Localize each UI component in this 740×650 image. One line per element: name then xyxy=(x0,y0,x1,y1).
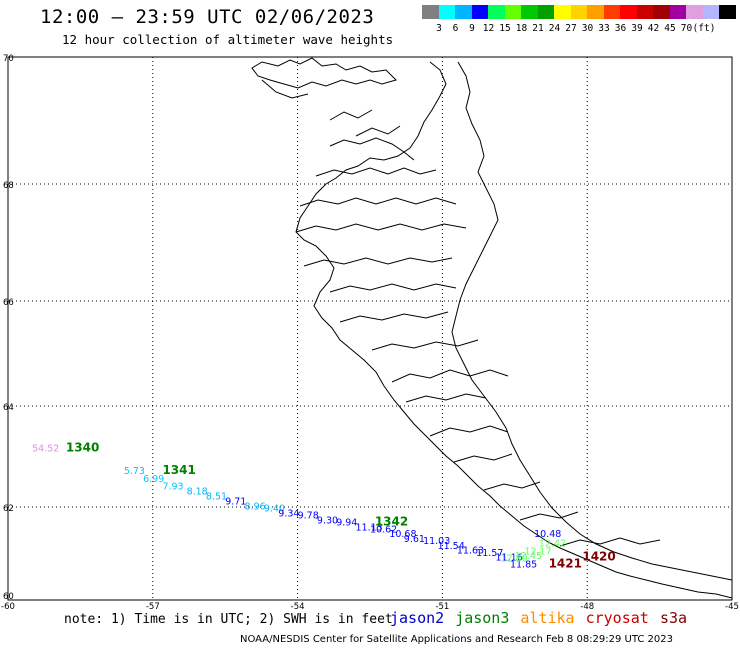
pass-time-label: 1342 xyxy=(375,515,408,529)
scale-label: 70 xyxy=(680,23,693,34)
color-swatch xyxy=(455,5,472,19)
color-swatch xyxy=(521,5,538,19)
swh-value: 8.18 xyxy=(187,486,208,497)
scale-unit: (ft) xyxy=(692,23,716,34)
footer-note: note: 1) Time is in UTC; 2) SWH is in fe… xyxy=(64,612,393,627)
swh-value: 9.78 xyxy=(298,511,319,522)
swh-labels: 54.525.736.997.93 8.188.519.718.969.409.3… xyxy=(32,443,566,570)
mission-name: altika xyxy=(520,609,575,627)
color-swatch xyxy=(554,5,571,19)
swh-value: 8.96 xyxy=(245,501,266,512)
color-swatch xyxy=(587,5,604,19)
swh-value: 9.94 xyxy=(336,518,357,529)
color-swatch xyxy=(719,5,736,19)
swh-value: 11.03 xyxy=(423,536,450,547)
greenland-coastline xyxy=(251,57,733,599)
swh-value: 12.80 xyxy=(500,553,527,564)
color-swatch xyxy=(537,5,555,19)
scale-label: 39 xyxy=(631,23,643,34)
color-swatch xyxy=(686,5,703,19)
mission-name: jason2 xyxy=(390,609,445,627)
scale-label: 33 xyxy=(598,23,610,34)
color-swatch xyxy=(570,5,588,19)
swh-value: 6.99 xyxy=(143,474,164,485)
lon-tick-label: -60 xyxy=(1,602,15,612)
mission-name: jason3 xyxy=(455,609,510,627)
swh-value: 9.71 xyxy=(225,496,246,507)
lat-tick-label: 64 xyxy=(3,403,14,413)
graticule: -60 -57 -54 -51 -48 -45 70 68 66 64 62 60 xyxy=(1,54,739,612)
scale-label: 9 xyxy=(469,23,475,34)
swh-value: 9.61 xyxy=(404,534,425,545)
scale-label: 15 xyxy=(499,23,511,34)
swh-value: 12.17 xyxy=(524,546,551,557)
lat-tick-label: 62 xyxy=(3,504,14,514)
swh-value: 11.13 xyxy=(356,522,383,533)
swh-value: 12.42 xyxy=(539,539,566,550)
swh-value: 9.40 xyxy=(264,504,285,515)
swh-value: 11.85 xyxy=(510,559,537,570)
scale-label: 12 xyxy=(482,23,495,34)
scale-label: 3 xyxy=(436,23,442,34)
swh-value: 11.16 xyxy=(495,552,522,563)
color-swatch xyxy=(653,5,670,19)
mission-name: s3a xyxy=(660,609,688,627)
scale-label: 6 xyxy=(452,23,459,34)
color-swatch xyxy=(603,5,621,19)
color-swatch xyxy=(620,5,637,19)
swh-value: 11.54 xyxy=(438,541,465,552)
scale-label: 45 xyxy=(664,23,676,34)
color-swatch xyxy=(702,5,720,19)
scale-label: 30 xyxy=(581,23,594,34)
color-swatch xyxy=(669,5,687,19)
pass-time-label: 1421 xyxy=(549,556,582,570)
color-swatch xyxy=(438,5,456,19)
color-swatch xyxy=(422,5,439,19)
lon-tick-label: -48 xyxy=(580,602,594,612)
swh-value: 10.48 xyxy=(534,529,561,540)
swh-value: 8.51 xyxy=(206,491,227,502)
lat-tick-label: 70 xyxy=(3,54,14,64)
swh-value: 54.52 xyxy=(32,443,59,454)
scale-label: 36 xyxy=(614,23,627,34)
pass-time-label: 1341 xyxy=(162,463,195,477)
scale-label: 21 xyxy=(532,23,544,34)
lon-tick-label: -45 xyxy=(725,602,739,612)
swh-value: 12.45 xyxy=(515,551,542,562)
color-swatch xyxy=(471,5,489,19)
map-frame xyxy=(7,56,733,601)
swh-value: 5.73 xyxy=(124,466,145,477)
scale-label: 24 xyxy=(548,23,561,34)
color-swatch xyxy=(504,5,522,19)
swh-value: 7.93 xyxy=(162,481,183,492)
swh-value: 10.62 xyxy=(370,525,397,536)
lat-tick-label: 66 xyxy=(3,298,14,308)
swh-value: 9.34 xyxy=(278,508,299,519)
pass-time-label: 1420 xyxy=(582,549,615,563)
swh-value: 11.63 xyxy=(457,546,484,557)
swh-value: 10.68 xyxy=(389,529,416,540)
lon-tick-label: -51 xyxy=(435,602,449,612)
lon-tick-label: -54 xyxy=(291,602,305,612)
color-swatch xyxy=(488,5,505,19)
map-subtitle: 12 hour collection of altimeter wave hei… xyxy=(62,32,394,47)
lat-tick-label: 60 xyxy=(3,592,14,602)
pass-time-label: 1340 xyxy=(66,440,99,454)
lon-tick-label: -57 xyxy=(146,602,160,612)
color-swatch xyxy=(636,5,654,19)
swh-value: 11.57 xyxy=(476,548,503,559)
footer-credit: NOAA/NESDIS Center for Satellite Applica… xyxy=(240,634,673,645)
mission-name: cryosat xyxy=(585,609,649,627)
swh-value: 9.30 xyxy=(317,515,338,526)
scale-label: 42 xyxy=(647,23,660,34)
scale-label: 18 xyxy=(515,23,528,34)
lat-tick-label: 68 xyxy=(3,181,14,191)
scale-label: 27 xyxy=(565,23,577,34)
map-title: 12:00 – 23:59 UTC 02/06/2023 xyxy=(40,6,375,28)
